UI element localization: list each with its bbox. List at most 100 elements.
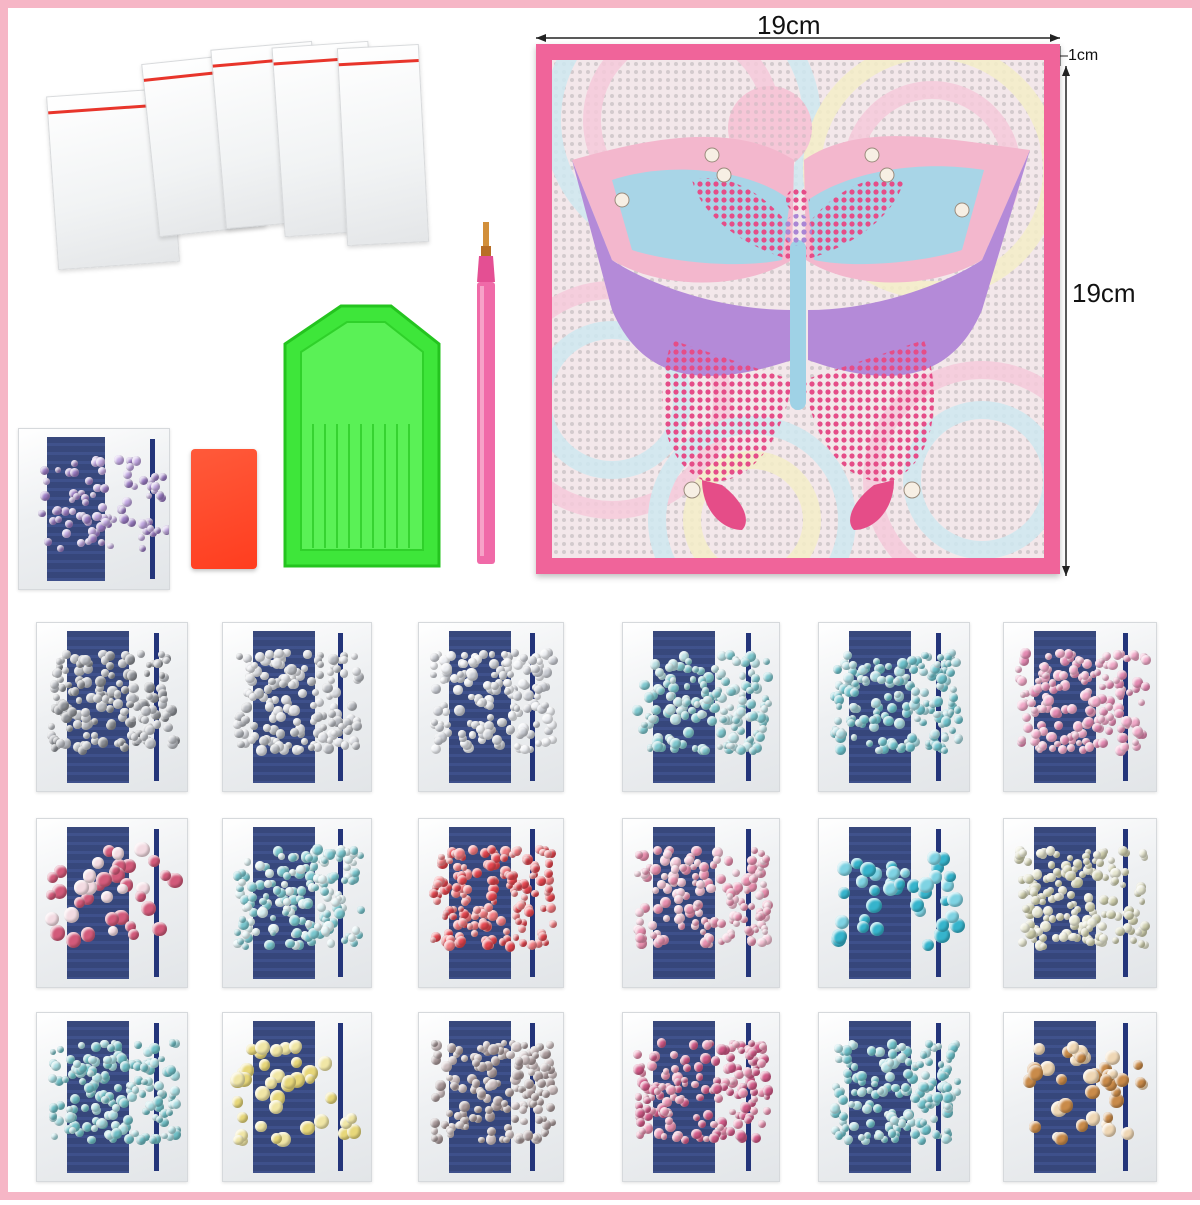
rhinestone [837, 887, 850, 900]
rhinestone [515, 901, 526, 911]
rhinestone [1044, 665, 1053, 674]
rhinestone [696, 666, 705, 676]
rhinestone [716, 1117, 727, 1128]
rhinestone [1107, 717, 1117, 726]
rhinestone [270, 1043, 284, 1057]
rhinestone [469, 1086, 478, 1095]
rhinestone [347, 1124, 362, 1139]
rhinestone [1019, 691, 1027, 699]
rhinestone [258, 735, 269, 746]
rhinestone [282, 897, 292, 907]
rhinestone [288, 915, 300, 927]
rhinestone [711, 1083, 722, 1095]
rhinestone [111, 847, 124, 860]
rhinestone [118, 1098, 129, 1109]
rhinestone [76, 680, 86, 689]
rhinestone [848, 1100, 856, 1108]
rhinestone [649, 931, 658, 940]
rhinestone [914, 1088, 925, 1099]
rhinestone [328, 676, 336, 684]
rhinestone [1108, 1093, 1124, 1109]
rhinestone [699, 936, 711, 948]
rhinestone [1102, 662, 1110, 670]
rhinestone [56, 739, 65, 748]
rhinestone [747, 1040, 755, 1048]
rhinestone [254, 1039, 270, 1055]
rhinestone [877, 737, 887, 747]
rhinestone [1036, 720, 1047, 730]
rhinestone [661, 1070, 671, 1080]
rhinestone [151, 482, 160, 491]
rhinestone [764, 700, 772, 708]
rhinestone [670, 738, 682, 749]
rhinestone [332, 716, 343, 728]
rhinestone [95, 457, 106, 467]
rhinestone [456, 936, 466, 946]
rhinestone [104, 911, 120, 927]
rhinestone [482, 1046, 492, 1056]
rhinestone [902, 1068, 914, 1079]
rhinestone [875, 1047, 885, 1057]
rhinestone [261, 862, 270, 871]
rhinestone [540, 905, 548, 913]
rhinestone [1062, 864, 1072, 874]
rhinestone [697, 1120, 706, 1129]
rhinestone [1068, 914, 1080, 926]
rhinestone [709, 861, 718, 869]
rhinestone [443, 883, 452, 892]
rhinestone [349, 859, 357, 867]
rhinestone [832, 1083, 841, 1091]
rhinestone [535, 657, 544, 666]
rhinestone [1098, 657, 1105, 665]
rhinestone [542, 737, 552, 747]
rhinestone [530, 864, 539, 873]
rhinestone [513, 708, 522, 718]
rhinestone [701, 1085, 710, 1094]
rhinestone [1117, 846, 1128, 857]
rhinestone [65, 520, 73, 528]
rhinestone [634, 1108, 645, 1119]
rhinestone [683, 726, 695, 738]
rhinestone [1096, 859, 1105, 867]
rhinestone [490, 898, 498, 905]
rhinestone [81, 677, 93, 688]
gem-cluster [37, 819, 187, 987]
rhinestone [343, 854, 354, 865]
rhinestone [466, 923, 474, 930]
rhinestone [1128, 649, 1140, 661]
rhinestone [155, 683, 166, 694]
rhinestone [294, 669, 306, 681]
rhinestone [47, 871, 59, 884]
rhinestone [504, 941, 515, 952]
rhinestone [681, 1080, 689, 1088]
rhinestone [1119, 881, 1127, 888]
rhinestone [241, 930, 251, 939]
rhinestone [104, 650, 116, 661]
rhinestone [265, 1077, 277, 1089]
rhinestone [74, 1127, 84, 1137]
rhinestone [167, 1095, 176, 1103]
rhinestone [482, 1060, 494, 1072]
rhinestone [504, 1088, 514, 1098]
rhinestone [741, 874, 752, 886]
rhinestone [646, 1060, 657, 1071]
rhinestone [61, 649, 71, 659]
rhinestone [351, 720, 362, 731]
rhinestone [356, 905, 365, 915]
rhinestone [111, 1128, 122, 1140]
rhinestone [690, 863, 697, 871]
rhinestone [99, 1039, 109, 1049]
rhinestone [518, 679, 529, 690]
rhinestone [78, 746, 87, 755]
rhinestone [843, 1135, 853, 1145]
rhinestone [728, 742, 735, 750]
rhinestone [326, 888, 335, 896]
rhinestone [838, 683, 849, 694]
rhinestone [699, 928, 707, 936]
rhinestone [64, 1124, 74, 1134]
rhinestone [653, 904, 664, 915]
rhinestone [761, 933, 773, 945]
rhinestone [457, 905, 465, 912]
rhinestone [295, 724, 306, 735]
rhinestone [268, 923, 279, 935]
